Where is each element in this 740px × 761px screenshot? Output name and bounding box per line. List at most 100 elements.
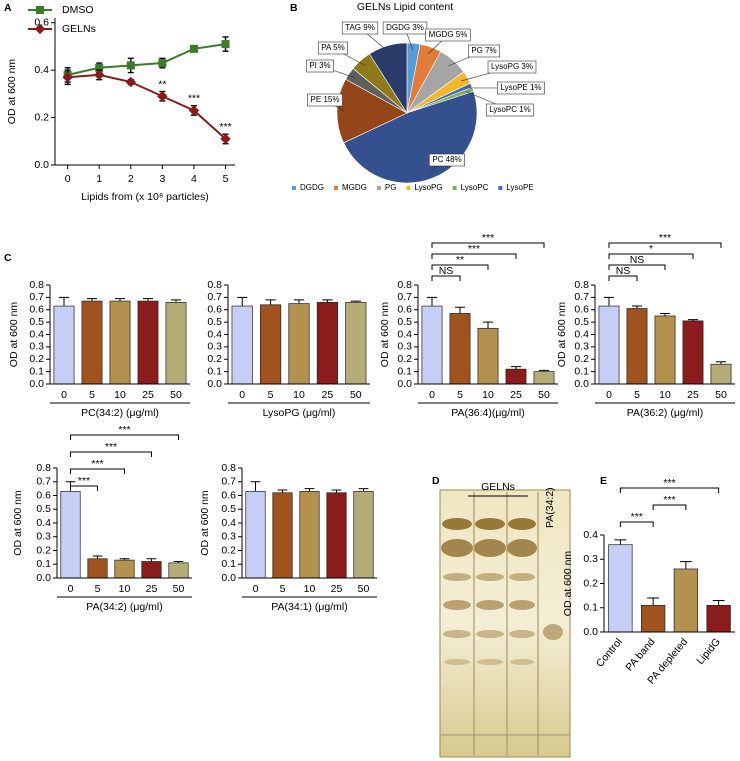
y-tick-label: 0.1 [397, 365, 412, 377]
label-box [317, 41, 349, 55]
y-tick-label: 0.5 [29, 316, 44, 328]
y-tick-label: 0.4 [207, 328, 222, 340]
error-bar [114, 298, 126, 302]
y-tick-label: 0.3 [29, 341, 44, 353]
error-bar [331, 489, 342, 493]
y-tick-label: 0.6 [29, 304, 44, 316]
x-tick-label: 10 [482, 389, 494, 401]
marker [157, 91, 168, 102]
y-tick-label: 0.1 [207, 365, 222, 377]
significance-bracket [652, 504, 687, 510]
bar [682, 320, 704, 385]
y-tick-label: 0.0 [221, 572, 236, 584]
bar [421, 305, 443, 385]
label-box [487, 60, 537, 74]
x-axis-title: PA(36:2) (μg/ml) [627, 407, 703, 419]
x-tick-label: 3 [159, 173, 165, 185]
x-axis-title: PA(34:1) (μg/ml) [271, 601, 347, 613]
x-tick-label: PA band [623, 636, 657, 674]
bar [353, 491, 374, 579]
significance: *** [482, 232, 494, 244]
x-tick-label: 10 [659, 389, 671, 401]
y-tick-label: 0.0 [207, 378, 222, 390]
bar [288, 303, 310, 385]
bar [533, 371, 555, 385]
error-bar [237, 296, 248, 307]
y-tick-label: 0.2 [29, 353, 44, 365]
x-tick-label: 50 [170, 389, 182, 401]
x-tick-label: 25 [331, 583, 343, 595]
x-tick-label: 0 [429, 389, 435, 401]
x-tick-label: 4 [191, 173, 197, 185]
y-tick-label: 0.3 [207, 341, 222, 353]
legend-swatch [452, 186, 457, 190]
slice-label: TAG 9% [345, 23, 375, 32]
x-tick-label: 10 [114, 389, 126, 401]
slice-label: DGDG 3% [386, 23, 424, 32]
tlc-bands [441, 518, 563, 665]
significance: ** [158, 78, 166, 90]
slice-label: PG 7% [471, 46, 496, 55]
label-box [485, 103, 535, 117]
error-bar [92, 555, 103, 559]
x-axis-title: LysoPG (μg/ml) [263, 407, 336, 419]
significance-bracket [619, 521, 654, 527]
bar [141, 561, 162, 579]
x-tick-label: 0 [253, 583, 259, 595]
significance-bracket [608, 253, 694, 259]
slice-label: LysoPG 3% [491, 62, 533, 71]
y-tick-label: 0.1 [574, 365, 589, 377]
y-tick-label: 0.5 [397, 316, 412, 328]
x-tick-label: Control [594, 636, 625, 670]
legend-label: PG [385, 183, 397, 192]
bar [706, 604, 731, 633]
bar [231, 305, 253, 385]
significance-bracket [431, 242, 545, 248]
significance-bracket [431, 264, 489, 270]
error-bar [631, 305, 643, 309]
error-bar [715, 361, 727, 365]
label-box [382, 21, 428, 35]
marker [62, 72, 73, 83]
bar [640, 604, 666, 633]
bar [654, 315, 676, 385]
significance-bracket [608, 264, 666, 270]
significance: *** [631, 511, 643, 523]
x-tick-label: 5 [634, 389, 640, 401]
significance-bracket [619, 487, 720, 493]
legend-swatch [334, 186, 338, 190]
significance: * [649, 243, 653, 255]
error-bar [603, 296, 615, 307]
slice-label: LysoPC 1% [489, 105, 531, 114]
bar [505, 368, 527, 385]
y-tick-label: 0.7 [207, 291, 222, 303]
y-tick-label: 0.1 [36, 558, 51, 570]
legend-label: LysoPG [414, 183, 442, 192]
y-tick-label: 0.0 [36, 572, 51, 584]
y-tick-label: 0.8 [36, 462, 51, 474]
bar [165, 301, 187, 385]
marker [189, 44, 198, 53]
bar [109, 300, 131, 385]
x-tick-label: 5 [457, 389, 463, 401]
y-tick-label: 0.8 [574, 279, 589, 291]
error-bar [454, 306, 466, 314]
x-tick-label: 2 [128, 173, 134, 185]
x-tick-label: 25 [510, 389, 522, 401]
marker [94, 69, 105, 81]
slice-label: PE 15% [311, 95, 340, 104]
significance: *** [663, 494, 675, 506]
significance-bracket [431, 275, 461, 281]
x-tick-label: 50 [350, 389, 362, 401]
bar [260, 304, 282, 385]
chart-title: GELNs Lipid content [357, 1, 453, 13]
marker [34, 23, 46, 35]
legend-swatch [376, 186, 381, 190]
bar [137, 300, 159, 385]
legend-label: DGDG [300, 183, 324, 192]
tlc-photo: GELNs PA(34:2) D [432, 475, 571, 758]
bar [87, 558, 108, 579]
significance-bracket [70, 468, 125, 474]
y-tick-label: 0.7 [397, 291, 412, 303]
